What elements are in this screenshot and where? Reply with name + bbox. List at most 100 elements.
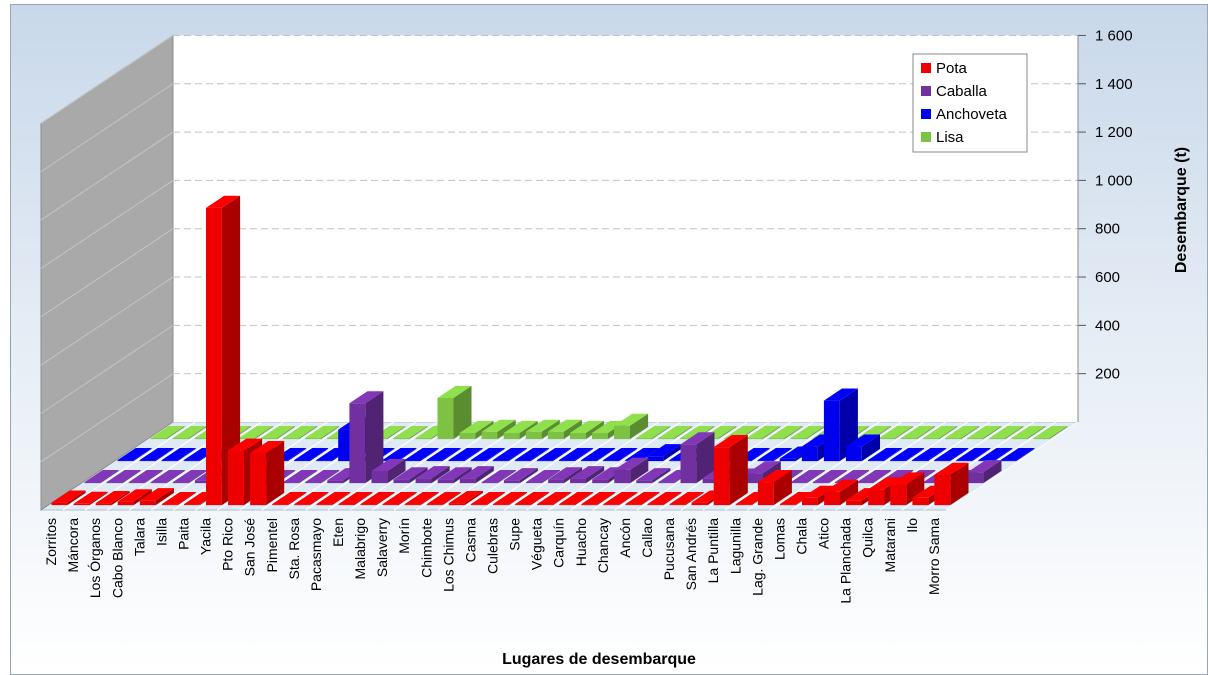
bar-top-face [238,426,273,439]
bar [515,492,550,506]
bar [393,426,428,440]
bar [250,441,285,506]
x-tick-label: Máncora [65,518,81,573]
bar-front-face [294,460,310,462]
bar-top-face [934,448,969,461]
bar-side-face [541,470,560,484]
bar-top-face [1000,448,1035,461]
bar-front-face [790,482,807,484]
bar-top-face [945,426,980,439]
bar-front-face [680,444,697,484]
x-tick-label: San José [242,518,258,577]
x-tick-label: Zorritos [43,518,59,565]
bar-side-face [453,467,472,484]
gridline-side [40,276,174,366]
bar-top-face [272,492,307,505]
bar-front-face [459,478,476,484]
bar-front-face [415,478,432,484]
bar-side-face [563,419,582,440]
bar-front-face [845,446,862,462]
bar [934,448,969,462]
bar [470,492,505,506]
bar-top-face [305,426,340,439]
bar [912,448,947,462]
bar-front-face [967,438,984,440]
bar-top-face [139,488,174,501]
legend-swatch-anchoveta [921,109,931,119]
bar-side-face [939,426,958,440]
bar-front-face [493,504,509,506]
bar-top-face [581,448,616,461]
bar-front-face [569,433,586,440]
bar-side-face [188,470,207,484]
bar [603,492,638,506]
bar-top-face [934,462,969,475]
bar-front-face [901,438,917,440]
bar [548,467,583,484]
legend-label-caballa: Caballa [936,83,988,100]
bar-top-face [448,491,483,504]
bar-front-face [437,479,454,484]
x-tick-label: Ilo [904,518,920,533]
x-tick-label: Ancón [617,518,633,558]
y-axis-label: Desembarque (t) [1173,147,1190,273]
bar [161,448,196,462]
bar-front-face [890,460,906,462]
x-axis-label: Lugares de desembarque [502,651,696,668]
bar-top-face [614,413,649,426]
bar-front-face [360,504,377,506]
gridline-side [40,373,174,463]
bar-front-face [614,425,630,440]
legend-swatch-pota [921,63,931,73]
x-tick-label: Atico [816,518,832,549]
bar-top-face [857,470,892,483]
bar-front-face [614,469,631,484]
bar-front-face [84,482,101,484]
x-tick-label: Morín [396,518,412,554]
bar-front-face [172,438,189,440]
bar-front-face [161,460,178,462]
bar-side-face [630,457,649,484]
bar-side-face [387,426,406,440]
bar-top-face [757,470,792,483]
bar-front-face [206,207,222,506]
bar-front-face [934,460,951,462]
bar [901,426,935,440]
bar-top-face [514,448,549,461]
bar-front-face [371,471,388,484]
bar [569,420,604,440]
bar [536,448,571,462]
bar-front-face [802,497,818,506]
y-tick-label: 1 600 [1095,27,1133,44]
bar-top-face [812,470,847,483]
bar [868,448,902,462]
bar-side-face [310,448,329,462]
bar [393,467,428,484]
legend-item: Anchoveta [921,106,1008,123]
x-tick-label: San Andrés [683,518,699,590]
bar-top-face [382,492,417,505]
bar-side-face [806,470,825,484]
bar [647,444,682,462]
bar [481,470,516,484]
bar-front-face [779,504,796,506]
bar-front-face [51,502,68,506]
bar-top-face [559,448,593,461]
x-tick-label: Sta. Rosa [286,518,302,580]
bar-front-face [349,403,366,484]
bar-top-face [459,420,494,433]
bar [305,426,340,440]
legend-item: Lisa [921,129,964,146]
bar [161,492,196,506]
bar-side-face [442,448,461,462]
bar [1000,448,1035,462]
x-tick-label: Yacila [198,518,214,555]
bar-front-face [658,438,675,440]
gridline-side [40,83,174,173]
bar-top-face [492,448,527,461]
bar-side-face [718,426,737,440]
bar [294,448,329,462]
bar-top-face [95,491,130,504]
bar-top-face [890,448,925,461]
bar-front-face [989,438,1006,440]
